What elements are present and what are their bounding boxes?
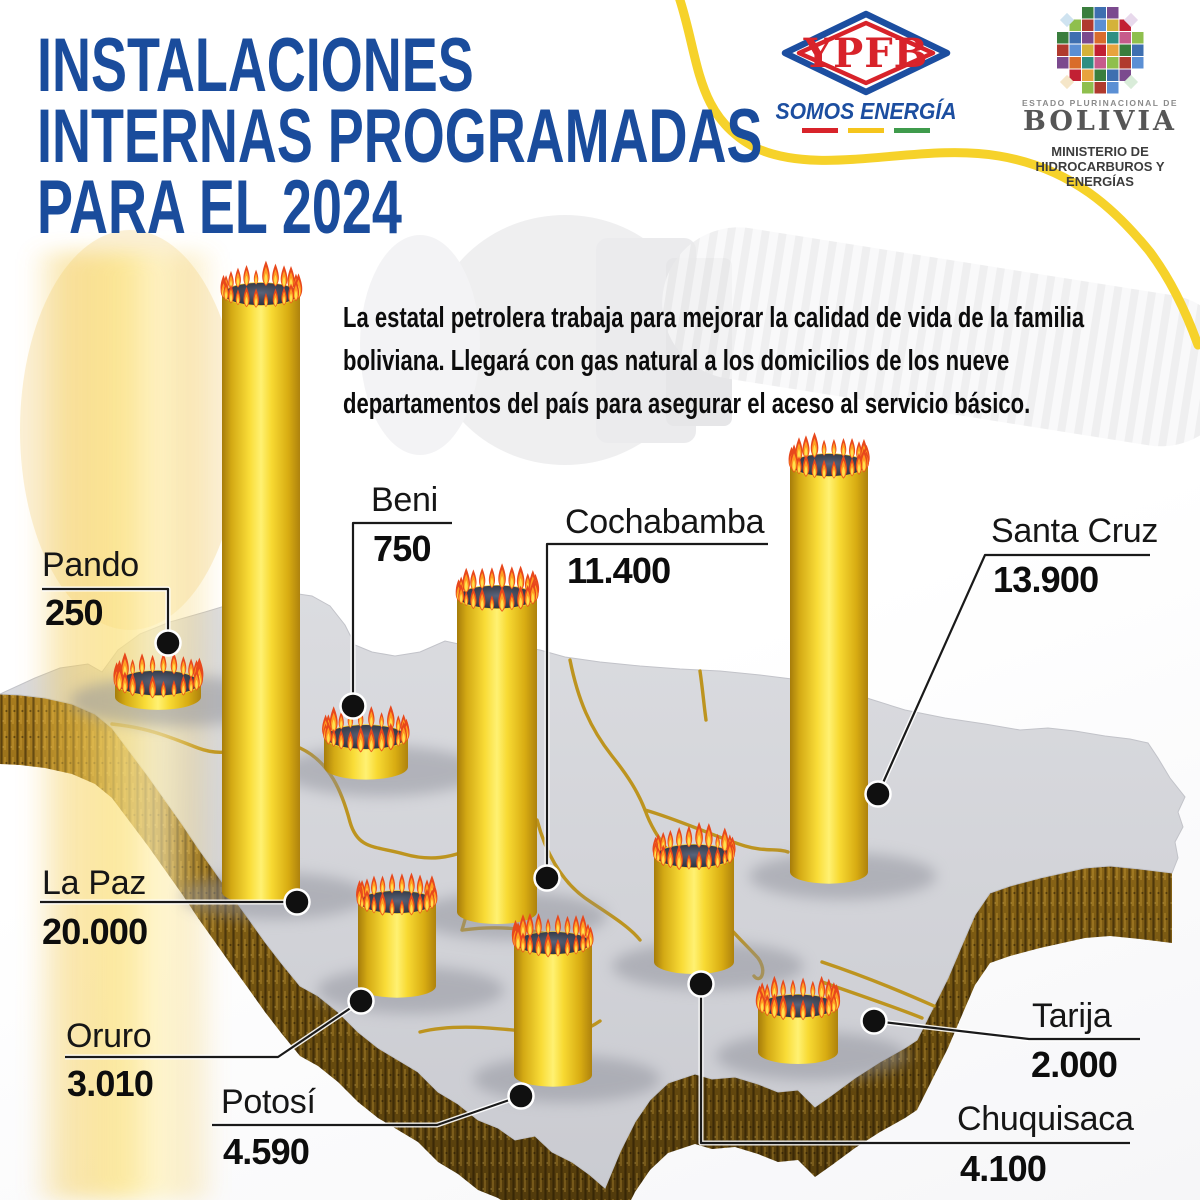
leader-tarija — [860, 1007, 1140, 1042]
flag-dash-red — [802, 128, 838, 133]
region-value-la-paz: 20.000 — [42, 911, 148, 952]
ypfb-abbr: YPFB — [803, 30, 929, 77]
region-value-tarija: 2.000 — [1031, 1044, 1118, 1085]
gas-column-potosi — [511, 912, 594, 1087]
ypfb-tagline: SOMOS ENERGÍA — [775, 98, 957, 124]
map-dot-tarija — [860, 1007, 888, 1035]
gas-column-cochabamba — [455, 563, 540, 924]
map-dot-cochabamba — [533, 864, 561, 892]
ministry-line-1: MINISTERIO DE — [1051, 144, 1149, 159]
region-value-pando: 250 — [45, 592, 103, 633]
region-name-la-paz: La Paz — [42, 864, 147, 902]
gas-column-oruro — [356, 872, 438, 998]
region-value-beni: 750 — [373, 528, 431, 569]
region-value-potosi: 4.590 — [223, 1131, 310, 1172]
yellow-swoosh-icon — [675, 0, 1200, 350]
region-name-chuquisaca: Chuquisaca — [957, 1100, 1134, 1138]
flag-dashes-icon — [766, 128, 966, 146]
gas-column-beni — [322, 705, 410, 780]
region-value-oruro: 3.010 — [67, 1063, 154, 1104]
map-dot-santa-cruz — [864, 780, 892, 808]
ypfb-logo: YPFB SOMOS ENERGÍA — [766, 6, 966, 146]
title-line-1: INSTALACIONES — [37, 23, 474, 108]
map-dot-chuquisaca — [687, 970, 715, 998]
department-border — [698, 669, 708, 722]
gas-column-tarija — [755, 975, 841, 1064]
region-name-tarija: Tarija — [1032, 997, 1112, 1035]
chakana-icon — [1057, 7, 1144, 94]
flag-dash-green — [894, 128, 930, 133]
map-dot-beni — [339, 692, 367, 720]
page-title: INSTALACIONES INTERNAS PROGRAMADAS PARA … — [37, 23, 763, 250]
bolivia-country: BOLIVIA — [1023, 106, 1177, 137]
intro-paragraph: La estatal petrolera trabaja para mejora… — [343, 297, 1200, 426]
map-dot-pando — [154, 629, 182, 657]
title-line-2: INTERNAS PROGRAMADAS — [37, 94, 763, 179]
leader-la-paz — [40, 888, 311, 916]
map-dot-oruro — [347, 987, 375, 1015]
intro-line-2: boliviana. Llegará con gas natural a los… — [343, 345, 1010, 377]
leader-chuquisaca — [687, 970, 1130, 1146]
bolivia-3d-map — [0, 252, 1186, 1200]
leader-pando — [42, 586, 182, 657]
leader-beni — [339, 520, 452, 720]
bolivia-ministry-logo: ESTADO PLURINACIONAL DE BOLIVIA MINISTER… — [1000, 6, 1200, 189]
leader-potosi — [212, 1082, 535, 1128]
title-line-3: PARA EL 2024 — [37, 165, 402, 250]
region-name-oruro: Oruro — [66, 1017, 152, 1055]
ministry-line-2: HIDROCARBUROS Y ENERGÍAS — [1035, 159, 1165, 189]
region-value-cochabamba: 11.400 — [567, 550, 671, 591]
intro-line-1: La estatal petrolera trabaja para mejora… — [343, 302, 1085, 334]
ypfb-diamond-icon: YPFB — [781, 10, 951, 96]
bolivia-ministry: MINISTERIO DE HIDROCARBUROS Y ENERGÍAS — [1000, 144, 1200, 189]
gas-column-chuquisaca — [652, 821, 736, 974]
region-name-santa-cruz: Santa Cruz — [991, 512, 1159, 550]
flag-dash-yellow — [848, 128, 884, 133]
region-value-chuquisaca: 4.100 — [960, 1148, 1047, 1189]
intro-line-3: departamentos del país para asegurar el … — [343, 388, 1031, 420]
leader-cochabamba — [533, 541, 768, 892]
region-value-santa-cruz: 13.900 — [993, 559, 1099, 600]
region-name-cochabamba: Cochabamba — [565, 503, 765, 541]
region-name-beni: Beni — [371, 481, 438, 519]
bolivia-pretitle: ESTADO PLURINACIONAL DE — [1021, 98, 1179, 108]
region-name-potosi: Potosí — [221, 1083, 316, 1121]
leader-oruro — [65, 987, 375, 1060]
gas-column-la-paz — [220, 260, 303, 904]
map-dot-la-paz — [283, 888, 311, 916]
region-name-pando: Pando — [42, 546, 139, 584]
map-dot-potosi — [507, 1082, 535, 1110]
department-border — [820, 960, 936, 1008]
leader-santa-cruz — [864, 552, 1150, 808]
department-border — [643, 808, 790, 854]
department-border — [568, 658, 672, 856]
gas-column-pando — [113, 652, 204, 710]
gas-column-santa-cruz — [788, 432, 870, 884]
